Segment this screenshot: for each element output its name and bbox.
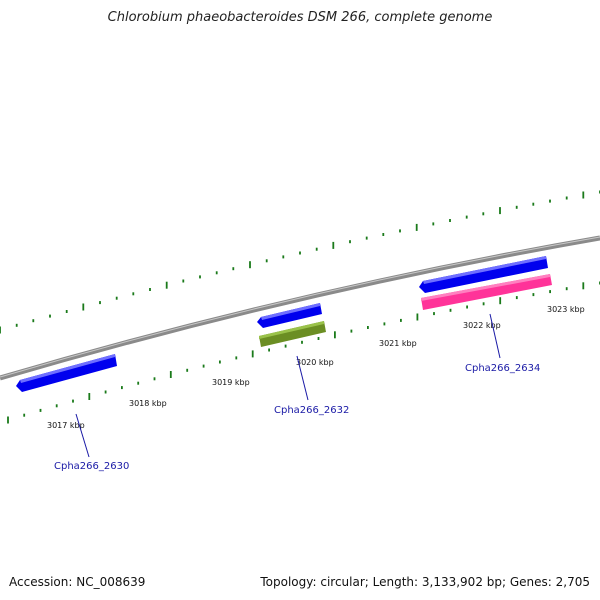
minor-tick	[565, 196, 568, 200]
minor-tick	[482, 212, 485, 216]
minor-tick	[449, 219, 451, 222]
major-tick	[7, 416, 9, 424]
minor-tick	[449, 308, 452, 312]
scale-label: 3023 kbp	[547, 305, 585, 314]
minor-tick	[15, 323, 18, 327]
minor-tick	[433, 312, 435, 316]
minor-tick	[532, 202, 535, 206]
minor-tick	[350, 329, 353, 333]
minor-tick	[400, 318, 402, 322]
major-tick	[0, 326, 1, 334]
major-tick	[169, 371, 172, 378]
scale-label: 3019 kbp	[212, 378, 250, 387]
minor-tick	[55, 404, 58, 408]
scale-label: 3018 kbp	[129, 399, 167, 408]
cds-feature-green[interactable]	[259, 321, 326, 347]
minor-tick	[365, 236, 368, 240]
minor-tick	[284, 344, 287, 348]
major-tick	[165, 281, 168, 289]
minor-tick	[317, 337, 320, 340]
major-tick	[499, 297, 502, 305]
minor-tick	[466, 305, 468, 309]
minor-tick	[49, 314, 51, 318]
minor-tick	[99, 301, 101, 305]
minor-tick	[383, 322, 386, 326]
gene-label-cpha266-2630[interactable]: Cpha266_2630	[54, 461, 129, 472]
minor-tick	[382, 233, 385, 236]
minor-tick	[104, 390, 107, 394]
gene-label-leader	[296, 355, 309, 401]
minor-tick	[39, 408, 42, 412]
genome-backbone-highlight	[0, 236, 600, 378]
gene-label-cpha266-2634[interactable]: Cpha266_2634	[465, 363, 540, 374]
gene-label-leader	[75, 413, 90, 458]
scale-label: 3022 kbp	[463, 321, 501, 330]
minor-tick	[219, 360, 221, 364]
minor-tick	[265, 259, 268, 263]
minor-tick	[121, 386, 123, 390]
minor-tick	[199, 275, 201, 279]
minor-tick	[32, 319, 35, 323]
minor-tick	[72, 399, 74, 403]
gene-arrow-cpha266-2634[interactable]	[419, 256, 548, 293]
major-tick	[332, 241, 335, 249]
gene-arrow-cpha266-2632[interactable]	[257, 303, 322, 328]
minor-tick	[549, 290, 551, 294]
minor-tick	[215, 271, 218, 275]
minor-tick	[137, 381, 140, 385]
minor-tick	[182, 279, 185, 283]
map-title: Chlorobium phaeobacteroides DSM 266, com…	[107, 10, 493, 25]
minor-tick	[399, 229, 401, 233]
minor-tick	[367, 326, 369, 329]
major-tick	[334, 331, 336, 339]
major-tick	[416, 313, 419, 321]
minor-tick	[132, 292, 135, 296]
minor-tick	[301, 340, 303, 344]
cds-feature-pink[interactable]	[421, 274, 552, 310]
major-tick	[82, 303, 85, 311]
gene-label-cpha266-2632[interactable]: Cpha266_2632	[274, 405, 349, 416]
minor-tick	[432, 222, 435, 226]
minor-tick	[232, 267, 235, 271]
minor-tick	[65, 310, 68, 313]
minor-tick	[315, 247, 318, 251]
gene-label-leader	[489, 313, 501, 359]
minor-tick	[532, 293, 535, 297]
major-tick	[88, 393, 91, 400]
major-tick	[251, 350, 254, 358]
minor-tick	[186, 368, 189, 372]
minor-tick	[235, 356, 238, 360]
gene-arrow-cpha266-2630[interactable]	[16, 354, 117, 392]
major-tick	[249, 261, 251, 269]
scale-label: 3020 kbp	[296, 358, 334, 367]
genome-summary-text: Topology: circular; Length: 3,133,902 bp…	[260, 575, 590, 589]
minor-tick	[202, 364, 205, 368]
genome-backbone	[0, 235, 600, 381]
minor-tick	[282, 255, 285, 259]
minor-tick	[565, 287, 568, 291]
major-tick	[415, 223, 418, 231]
inner-tick-ring	[7, 281, 600, 424]
minor-tick	[149, 288, 151, 291]
minor-tick	[115, 296, 118, 300]
minor-tick	[549, 199, 551, 203]
minor-tick	[268, 348, 270, 352]
major-tick	[582, 282, 585, 290]
major-tick	[499, 207, 501, 215]
minor-tick	[349, 240, 351, 244]
scale-label: 3021 kbp	[379, 339, 417, 348]
minor-tick	[153, 377, 156, 381]
minor-tick	[465, 215, 468, 219]
major-tick	[582, 191, 585, 199]
minor-tick	[482, 302, 485, 306]
minor-tick	[23, 413, 26, 417]
minor-tick	[515, 296, 518, 300]
accession-text: Accession: NC_008639	[9, 575, 146, 589]
minor-tick	[299, 251, 301, 255]
scale-label: 3017 kbp	[47, 421, 85, 430]
minor-tick	[515, 205, 518, 209]
